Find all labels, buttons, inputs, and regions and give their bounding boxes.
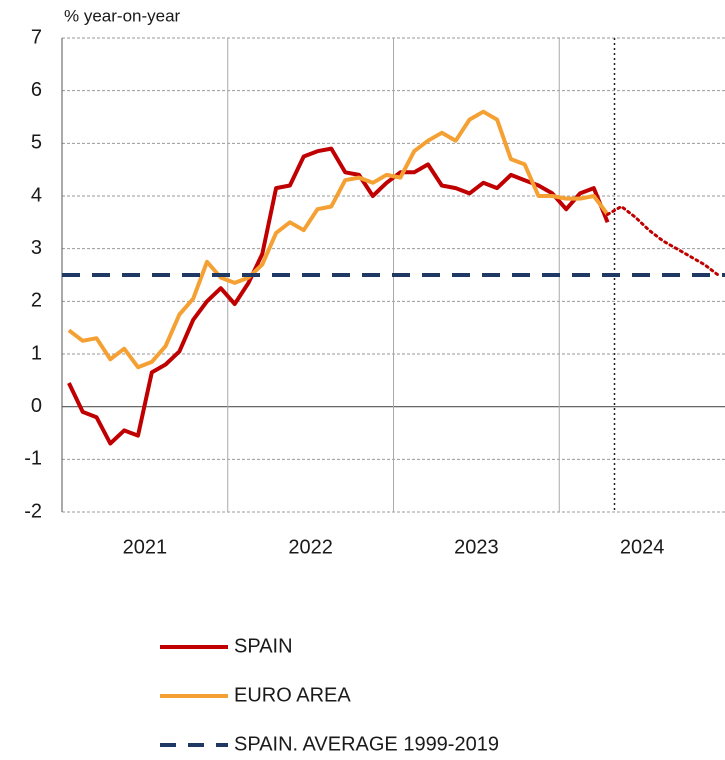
projection-line [606,205,720,277]
legend-label: EURO AREA [234,684,351,706]
y-tick-label: 7 [31,26,42,48]
x-tick-label: 2023 [454,536,499,558]
x-tick-label: 2022 [288,536,333,558]
y-tick-label: 4 [31,184,42,206]
y-tick-label: 0 [31,395,42,417]
x-tick-label: 2021 [123,536,168,558]
y-tick-label: -1 [24,448,42,470]
series-line [67,109,610,370]
x-tick-label: 2024 [620,536,665,558]
y-tick-label: 3 [31,237,42,259]
series-line [67,146,610,446]
y-tick-label: -2 [24,500,42,522]
y-tick-label: 5 [31,132,42,154]
y-tick-label: 2 [31,290,42,312]
legend-label: SPAIN. AVERAGE 1999-2019 [234,733,499,755]
y-tick-label: 1 [31,342,42,364]
legend-label: SPAIN [234,635,293,657]
y-axis-label: % year-on-year [64,6,181,25]
y-tick-label: 6 [31,79,42,101]
